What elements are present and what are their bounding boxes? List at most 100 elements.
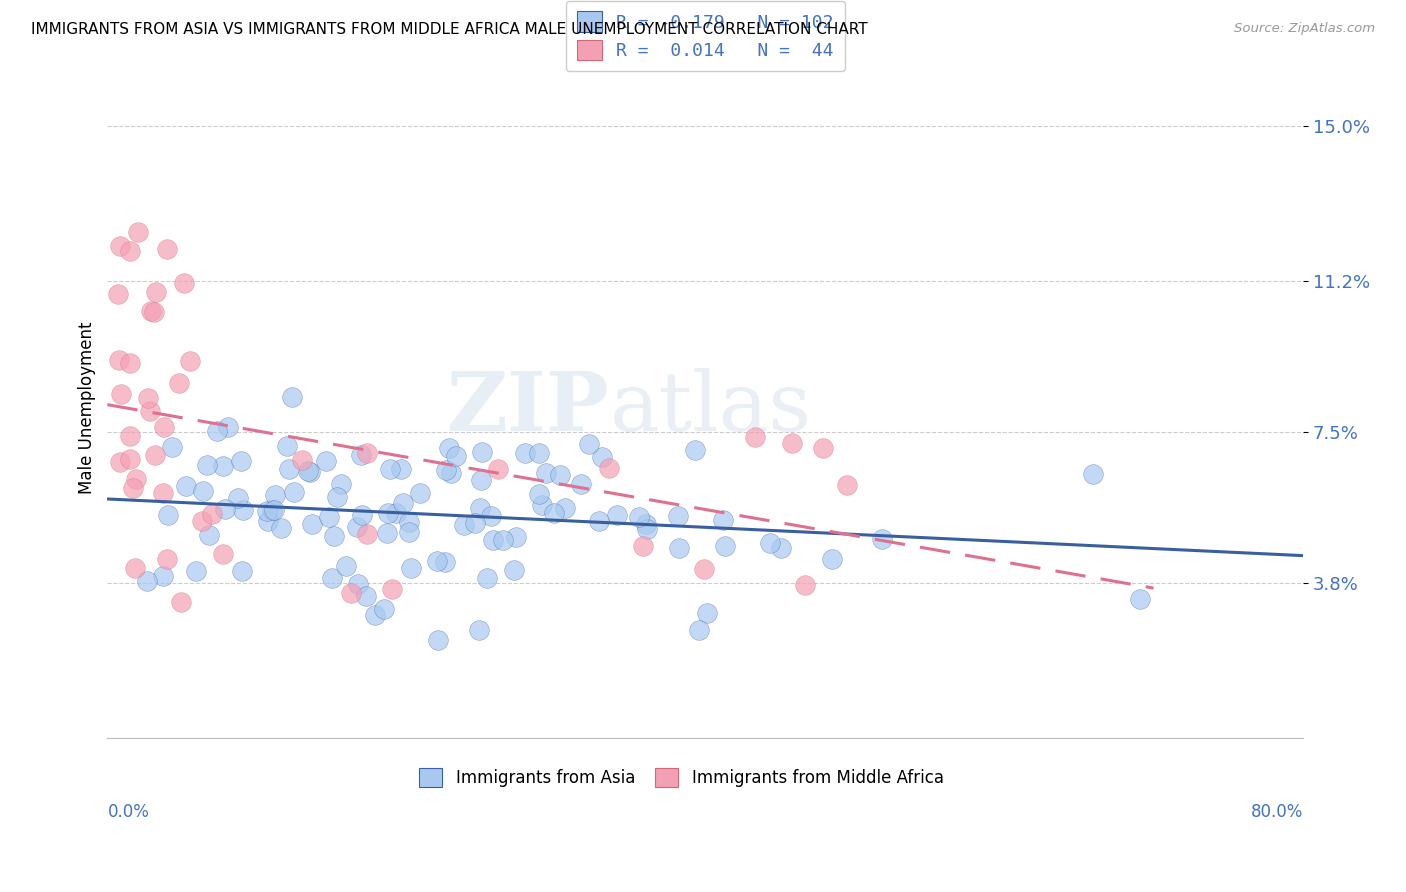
- Point: [264, 488, 287, 502]
- Point: [153, 420, 176, 434]
- Point: [554, 501, 576, 516]
- Point: [318, 510, 340, 524]
- Point: [198, 528, 221, 542]
- Point: [277, 462, 299, 476]
- Text: 0.0%: 0.0%: [107, 803, 149, 821]
- Point: [110, 239, 132, 253]
- Point: [1129, 591, 1152, 606]
- Point: [439, 467, 461, 481]
- Point: [685, 443, 707, 458]
- Point: [107, 287, 129, 301]
- Point: [1081, 467, 1104, 481]
- Point: [226, 491, 249, 505]
- Point: [143, 449, 166, 463]
- Point: [335, 559, 357, 574]
- Point: [364, 607, 387, 622]
- Point: [281, 390, 304, 404]
- Point: [350, 448, 373, 462]
- Point: [191, 484, 214, 499]
- Point: [398, 524, 420, 539]
- Point: [453, 518, 475, 533]
- Point: [548, 468, 571, 483]
- Point: [468, 623, 491, 637]
- Point: [711, 513, 734, 527]
- Point: [231, 564, 253, 578]
- Point: [820, 551, 842, 566]
- Point: [696, 606, 718, 620]
- Point: [217, 420, 239, 434]
- Text: IMMIGRANTS FROM ASIA VS IMMIGRANTS FROM MIDDLE AFRICA MALE UNEMPLOYMENT CORRELAT: IMMIGRANTS FROM ASIA VS IMMIGRANTS FROM …: [31, 22, 868, 37]
- Point: [356, 527, 378, 541]
- Point: [152, 569, 174, 583]
- Point: [471, 444, 494, 458]
- Point: [297, 464, 319, 478]
- Point: [283, 485, 305, 500]
- Y-axis label: Male Unemployment: Male Unemployment: [79, 321, 96, 494]
- Point: [110, 455, 132, 469]
- Point: [475, 571, 498, 585]
- Point: [744, 430, 766, 444]
- Point: [262, 503, 284, 517]
- Point: [121, 481, 143, 495]
- Point: [636, 522, 658, 536]
- Point: [793, 578, 815, 592]
- Point: [263, 503, 285, 517]
- Point: [156, 551, 179, 566]
- Point: [143, 305, 166, 319]
- Point: [110, 387, 132, 401]
- Point: [505, 530, 527, 544]
- Point: [346, 519, 368, 533]
- Point: [145, 285, 167, 299]
- Point: [769, 541, 792, 556]
- Point: [191, 514, 214, 528]
- Text: Source: ZipAtlas.com: Source: ZipAtlas.com: [1234, 22, 1375, 36]
- Point: [502, 563, 524, 577]
- Point: [257, 514, 280, 528]
- Point: [195, 458, 218, 472]
- Point: [356, 446, 378, 460]
- Point: [201, 507, 224, 521]
- Point: [381, 582, 404, 597]
- Point: [270, 521, 292, 535]
- Point: [152, 485, 174, 500]
- Point: [136, 574, 159, 588]
- Point: [108, 352, 131, 367]
- Point: [384, 506, 406, 520]
- Point: [399, 561, 422, 575]
- Point: [444, 450, 467, 464]
- Point: [301, 516, 323, 531]
- Point: [389, 462, 412, 476]
- Point: [468, 501, 491, 516]
- Point: [127, 226, 149, 240]
- Point: [170, 595, 193, 609]
- Point: [481, 533, 503, 547]
- Point: [212, 547, 235, 561]
- Point: [529, 446, 551, 460]
- Point: [377, 507, 399, 521]
- Point: [232, 502, 254, 516]
- Point: [141, 303, 163, 318]
- Point: [173, 276, 195, 290]
- Point: [256, 504, 278, 518]
- Point: [120, 429, 142, 443]
- Point: [628, 509, 651, 524]
- Legend: Immigrants from Asia, Immigrants from Middle Africa: Immigrants from Asia, Immigrants from Mi…: [411, 759, 952, 796]
- Point: [315, 454, 337, 468]
- Point: [392, 496, 415, 510]
- Point: [231, 454, 253, 468]
- Text: atlas: atlas: [610, 368, 811, 448]
- Point: [591, 450, 613, 464]
- Point: [811, 441, 834, 455]
- Point: [352, 508, 374, 522]
- Point: [325, 490, 347, 504]
- Point: [486, 461, 509, 475]
- Point: [321, 571, 343, 585]
- Point: [120, 356, 142, 370]
- Text: 80.0%: 80.0%: [1251, 803, 1303, 821]
- Point: [340, 586, 363, 600]
- Point: [378, 462, 401, 476]
- Point: [373, 602, 395, 616]
- Point: [157, 508, 180, 522]
- Point: [668, 508, 690, 523]
- Point: [569, 476, 592, 491]
